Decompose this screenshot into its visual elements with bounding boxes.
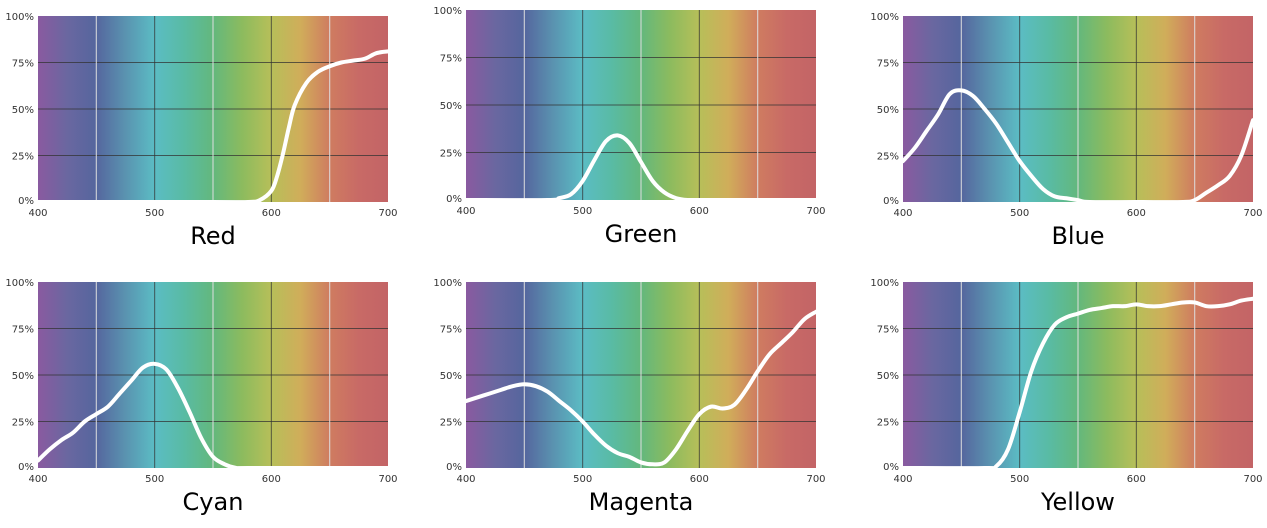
chart-caption: Green <box>604 220 678 248</box>
series-line-cyan <box>36 361 390 471</box>
y-tick-label: 75% <box>877 325 899 336</box>
y-tick-label: 100% <box>5 278 34 289</box>
y-tick-label: 50% <box>12 371 34 382</box>
y-tick-label: 0% <box>446 194 462 205</box>
chart-svg: 0% 25% 50% 75% 100% 400 500 600 700 <box>433 6 825 217</box>
series-line-blue <box>901 88 1255 205</box>
chart-caption: Yellow <box>1041 488 1115 516</box>
y-tick-label: 100% <box>433 6 462 17</box>
y-tick-label: 25% <box>440 418 462 429</box>
y-tick-label: 25% <box>12 418 34 429</box>
y-tick-label: 100% <box>870 278 899 289</box>
x-tick-label: 600 <box>690 474 709 485</box>
x-tick-label: 600 <box>262 474 281 485</box>
x-tick-label: 600 <box>1127 208 1146 219</box>
chart-svg: 0% 25% 50% 75% 100% 400 500 600 700 <box>870 12 1262 219</box>
chart-svg: 0% 25% 50% 75% 100% 400 500 600 700 <box>433 278 825 485</box>
y-tick-label: 0% <box>883 462 899 473</box>
chart-panel-magenta: 0% 25% 50% 75% 100% 400 500 600 700 Magenta <box>433 278 825 528</box>
y-tick-label: 0% <box>18 196 34 207</box>
x-tick-label: 500 <box>573 206 592 217</box>
chart-svg: 0% 25% 50% 75% 100% 400 500 600 700 <box>870 278 1262 485</box>
chart-caption: Blue <box>1051 222 1105 250</box>
y-tick-label: 0% <box>446 462 462 473</box>
y-tick-label: 100% <box>870 12 899 23</box>
y-tick-label: 75% <box>440 54 462 65</box>
x-tick-label: 500 <box>1010 208 1029 219</box>
x-tick-label: 600 <box>262 208 281 219</box>
chart-panel-cyan: 0% 25% 50% 75% 100% 400 500 600 700 Cyan <box>5 278 397 528</box>
y-tick-label: 0% <box>883 196 899 207</box>
chart-panel-blue: 0% 25% 50% 75% 100% 400 500 600 700 Blue <box>870 12 1262 262</box>
y-tick-label: 25% <box>12 152 34 163</box>
y-tick-label: 100% <box>433 278 462 289</box>
y-tick-label: 75% <box>12 325 34 336</box>
y-tick-label: 50% <box>440 371 462 382</box>
y-tick-label: 25% <box>877 152 899 163</box>
y-tick-label: 50% <box>12 105 34 116</box>
chart-panel-green: 0% 25% 50% 75% 100% 400 500 600 700 Green <box>433 6 825 260</box>
x-tick-label: 700 <box>1243 208 1262 219</box>
x-tick-label: 400 <box>28 474 47 485</box>
chart-svg: 0% 25% 50% 75% 100% 400 500 600 700 <box>5 278 397 485</box>
x-tick-label: 700 <box>806 206 825 217</box>
series-line-magenta <box>464 309 818 467</box>
x-tick-label: 700 <box>378 474 397 485</box>
x-tick-label: 500 <box>1010 474 1029 485</box>
y-tick-label: 75% <box>12 59 34 70</box>
x-tick-label: 700 <box>378 208 397 219</box>
x-tick-label: 700 <box>1243 474 1262 485</box>
y-tick-label: 50% <box>877 105 899 116</box>
y-tick-label: 25% <box>440 149 462 160</box>
x-tick-label: 500 <box>145 474 164 485</box>
x-tick-label: 400 <box>893 474 912 485</box>
y-tick-label: 75% <box>877 59 899 70</box>
x-tick-label: 400 <box>456 474 475 485</box>
series-line-red <box>36 49 390 205</box>
x-tick-label: 400 <box>28 208 47 219</box>
chart-caption: Magenta <box>588 488 694 516</box>
chart-caption: Cyan <box>182 488 244 516</box>
y-tick-label: 75% <box>440 325 462 336</box>
chart-caption: Red <box>190 222 236 250</box>
chart-panel-yellow: 0% 25% 50% 75% 100% 400 500 600 700 Yellow <box>870 278 1262 528</box>
x-tick-label: 600 <box>690 206 709 217</box>
y-tick-label: 100% <box>5 12 34 23</box>
x-tick-label: 700 <box>806 474 825 485</box>
x-tick-label: 400 <box>893 208 912 219</box>
chart-svg: 0% 25% 50% 75% 100% 400 500 600 700 <box>5 12 397 219</box>
series-line-green <box>464 133 818 203</box>
x-tick-label: 600 <box>1127 474 1146 485</box>
chart-panel-red: 0% 25% 50% 75% 100% 400 500 600 700 Red <box>5 12 397 262</box>
x-tick-label: 500 <box>145 208 164 219</box>
y-tick-label: 50% <box>440 101 462 112</box>
series-line-yellow <box>901 296 1255 471</box>
y-tick-label: 25% <box>877 418 899 429</box>
x-tick-label: 500 <box>573 474 592 485</box>
x-tick-label: 400 <box>456 206 475 217</box>
y-tick-label: 50% <box>877 371 899 382</box>
y-tick-label: 0% <box>18 462 34 473</box>
